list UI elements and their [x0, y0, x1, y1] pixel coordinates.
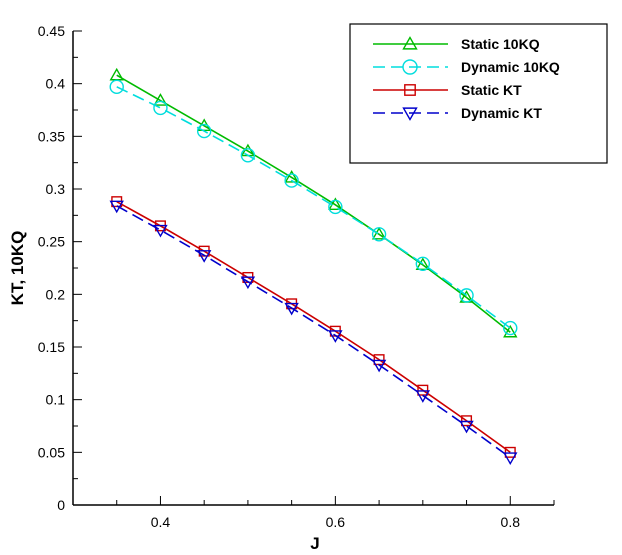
- legend: Static 10KQ Dynamic 10KQ Static KT Dynamic …: [349, 23, 608, 164]
- legend-item: Dynamic KT: [373, 105, 542, 121]
- data-point: [328, 199, 343, 215]
- data-point: [109, 200, 124, 214]
- data-point: [371, 226, 387, 240]
- y-tick-label: 0.15: [38, 339, 65, 355]
- data-point: [402, 107, 418, 121]
- data-point: [371, 227, 387, 242]
- legend-label: Static 10KQ: [461, 36, 540, 52]
- data-point: [504, 446, 516, 458]
- x-tick-label: 0.4: [151, 514, 171, 530]
- data-point: [459, 420, 474, 434]
- data-point: [459, 288, 474, 303]
- data-point: [503, 324, 518, 338]
- data-point: [415, 257, 431, 271]
- y-tick-label: 0.05: [38, 444, 65, 460]
- data-point: [404, 84, 416, 96]
- y-tick-label: 0.1: [46, 392, 66, 408]
- data-point: [284, 170, 299, 183]
- data-point: [503, 320, 518, 336]
- data-point: [240, 276, 256, 290]
- data-point: [284, 173, 299, 188]
- y-tick-label: 0: [57, 497, 65, 513]
- series-line: [116, 205, 511, 459]
- legend-item: Static 10KQ: [373, 36, 540, 52]
- data-point: [328, 197, 343, 211]
- data-point: [371, 359, 387, 373]
- data-point: [240, 148, 256, 163]
- y-tick-label: 0.35: [38, 128, 65, 144]
- series-dynamic-10kq: [109, 79, 518, 336]
- legend-label: Dynamic KT: [461, 105, 542, 121]
- data-point: [415, 256, 431, 271]
- series-line: [116, 86, 511, 329]
- series-dynamic-kt: [109, 200, 518, 466]
- axes: 0 0.05 0.1 0.15 0.2 0.25 0.3 0.35 0.4 0.45 0.4 0.6 0…: [38, 23, 555, 530]
- legend-label: Static KT: [461, 82, 522, 98]
- y-axis-label: KT, 10KQ: [8, 231, 27, 306]
- y-tick-label: 0.2: [46, 286, 66, 302]
- plot-area: [109, 67, 518, 466]
- y-tick-label: 0.4: [46, 76, 66, 92]
- data-point: [402, 59, 418, 75]
- data-point: [503, 452, 518, 466]
- data-point: [153, 93, 168, 106]
- x-tick-label: 0.8: [501, 514, 521, 530]
- data-point: [415, 390, 431, 403]
- data-point: [196, 250, 212, 263]
- x-tick-label: 0.6: [326, 514, 346, 530]
- x-axis-label: J: [310, 534, 319, 550]
- data-point: [284, 302, 299, 316]
- data-point: [153, 100, 168, 116]
- legend-item: Static KT: [373, 82, 522, 98]
- y-tick-label: 0.25: [38, 234, 65, 250]
- series-line: [116, 74, 511, 333]
- data-point: [402, 36, 418, 50]
- legend-label: Dynamic 10KQ: [461, 59, 560, 75]
- data-point: [461, 415, 473, 427]
- data-point: [153, 224, 168, 238]
- legend-item: Dynamic 10KQ: [373, 59, 560, 75]
- y-tick-label: 0.45: [38, 23, 65, 39]
- data-point: [109, 79, 124, 95]
- data-point: [196, 123, 212, 139]
- legend-box: [349, 23, 608, 164]
- series-line: [116, 200, 511, 453]
- data-point: [328, 330, 343, 343]
- y-tick-label: 0.3: [46, 181, 66, 197]
